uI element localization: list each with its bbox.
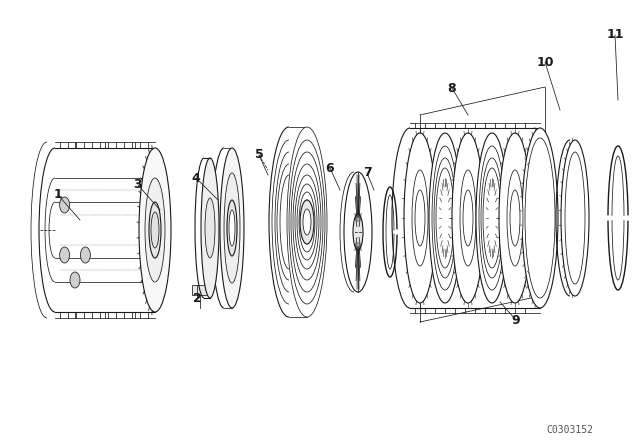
Ellipse shape: [149, 202, 161, 258]
Text: 10: 10: [536, 56, 554, 69]
Ellipse shape: [151, 212, 159, 248]
Ellipse shape: [293, 164, 321, 280]
Ellipse shape: [220, 148, 244, 308]
Text: 9: 9: [512, 314, 520, 327]
Ellipse shape: [299, 192, 315, 252]
Ellipse shape: [295, 175, 319, 269]
Ellipse shape: [287, 127, 327, 317]
Ellipse shape: [344, 172, 372, 292]
Ellipse shape: [507, 170, 523, 266]
Text: 11: 11: [606, 29, 624, 42]
Ellipse shape: [481, 158, 503, 278]
Ellipse shape: [483, 168, 501, 268]
Ellipse shape: [565, 152, 585, 284]
Text: 3: 3: [134, 178, 142, 191]
Ellipse shape: [432, 146, 458, 290]
Ellipse shape: [145, 178, 165, 282]
Ellipse shape: [525, 138, 555, 298]
Ellipse shape: [227, 200, 237, 256]
Ellipse shape: [301, 200, 313, 244]
Ellipse shape: [476, 133, 508, 303]
Text: 4: 4: [191, 172, 200, 185]
Text: 8: 8: [448, 82, 456, 95]
Ellipse shape: [412, 170, 428, 266]
Text: C0303152: C0303152: [547, 425, 593, 435]
Ellipse shape: [291, 152, 323, 292]
Ellipse shape: [297, 184, 317, 260]
Text: 2: 2: [193, 292, 202, 305]
Ellipse shape: [434, 158, 456, 278]
Ellipse shape: [479, 146, 505, 290]
Ellipse shape: [452, 133, 484, 303]
Ellipse shape: [300, 200, 314, 244]
Ellipse shape: [229, 210, 235, 246]
Ellipse shape: [404, 133, 436, 303]
Ellipse shape: [303, 209, 311, 235]
Ellipse shape: [60, 197, 70, 213]
Ellipse shape: [522, 128, 558, 308]
Ellipse shape: [510, 190, 520, 246]
Ellipse shape: [60, 247, 70, 263]
Ellipse shape: [224, 173, 240, 283]
Ellipse shape: [436, 168, 454, 268]
Ellipse shape: [353, 214, 363, 250]
Ellipse shape: [201, 158, 219, 298]
Text: 7: 7: [363, 167, 371, 180]
Ellipse shape: [139, 148, 171, 312]
Ellipse shape: [81, 247, 90, 263]
Ellipse shape: [429, 133, 461, 303]
Ellipse shape: [70, 272, 80, 288]
Text: 6: 6: [326, 161, 334, 175]
Ellipse shape: [499, 133, 531, 303]
Ellipse shape: [415, 190, 425, 246]
Text: 5: 5: [255, 148, 264, 161]
Text: 1: 1: [54, 189, 62, 202]
Ellipse shape: [205, 198, 215, 258]
Bar: [192, 285, 210, 295]
Ellipse shape: [460, 170, 476, 266]
Ellipse shape: [463, 190, 473, 246]
Ellipse shape: [561, 140, 589, 296]
Ellipse shape: [289, 140, 325, 304]
